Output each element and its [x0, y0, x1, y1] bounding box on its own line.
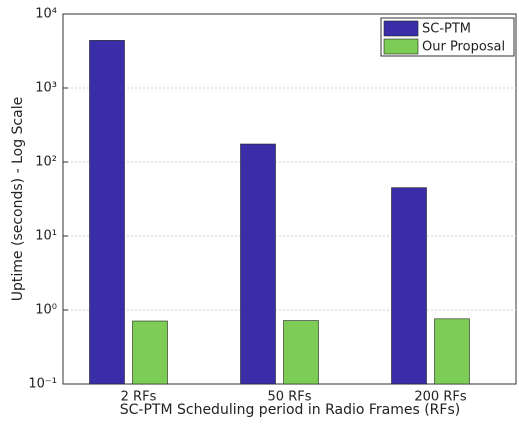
legend-swatch — [383, 38, 419, 55]
legend-swatch — [383, 20, 419, 37]
y-tick-label: 10⁴ — [35, 7, 57, 22]
x-tick-label: 2 RFs — [121, 390, 157, 405]
y-axis-label: Uptime (seconds) - Log Scale — [10, 97, 26, 301]
bar — [240, 143, 276, 385]
y-tick-label: 10³ — [35, 81, 57, 96]
bar — [132, 320, 168, 385]
y-tick-label: 10⁻¹ — [28, 377, 57, 392]
x-axis-label: SC-PTM Scheduling period in Radio Frames… — [120, 402, 460, 418]
x-tick-label: 200 RFs — [414, 390, 466, 405]
y-tick-label: 10¹ — [35, 229, 57, 244]
y-tick-label: 10⁰ — [35, 303, 57, 318]
x-tick-label: 50 RFs — [268, 390, 312, 405]
bar — [89, 40, 125, 385]
legend-label: SC-PTM — [422, 22, 471, 37]
bar — [283, 320, 319, 385]
y-tick-label: 10² — [35, 155, 57, 170]
legend-label: Our Proposal — [422, 40, 505, 55]
bar — [391, 187, 427, 385]
bar — [434, 318, 470, 385]
